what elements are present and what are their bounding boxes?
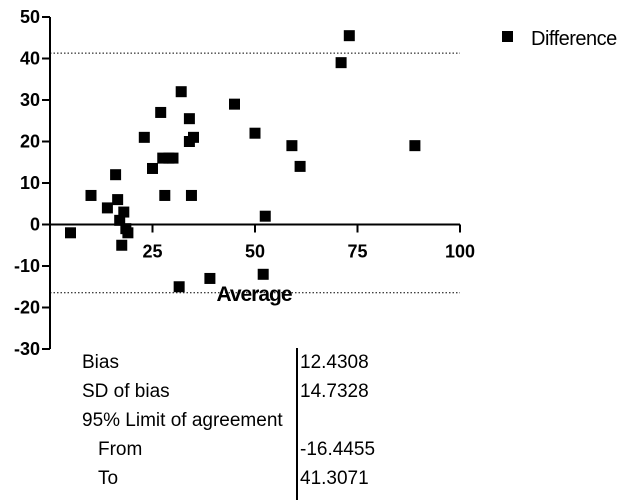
stats-label: Bias: [82, 352, 119, 373]
x-axis-label: Average: [216, 283, 291, 306]
x-tick-label: 100: [445, 242, 475, 262]
x-tick-label: 50: [245, 242, 265, 262]
data-point: [188, 131, 199, 143]
stats-label: From: [98, 439, 143, 460]
stats-row: To 41.3071: [82, 468, 422, 494]
data-point: [294, 160, 306, 172]
stats-label: 95% Limit of agreement: [82, 410, 283, 431]
data-point: [110, 169, 122, 181]
data-point: [112, 194, 124, 206]
data-point: [85, 189, 97, 201]
x-tick-label: 75: [347, 242, 367, 262]
stats-value: 12.4308: [300, 352, 369, 373]
scatter-points: [65, 30, 421, 293]
data-point: [409, 140, 421, 152]
data-point: [286, 140, 298, 152]
data-point: [116, 239, 128, 251]
y-tick-label: -20: [14, 298, 40, 318]
data-point: [335, 57, 347, 69]
stats-row: 95% Limit of agreement: [82, 410, 422, 436]
data-point: [101, 202, 113, 214]
y-tick-label: 10: [20, 173, 40, 193]
data-point: [114, 214, 126, 226]
data-point: [159, 189, 171, 201]
legend: Difference: [502, 28, 618, 50]
data-point: [155, 106, 167, 118]
data-point: [229, 98, 240, 110]
stats-row: From -16.4455: [82, 439, 422, 465]
stats-row: Bias 12.4308: [82, 352, 422, 378]
data-point: [185, 189, 197, 201]
stats-value: 14.7328: [300, 381, 369, 402]
stats-row: SD of bias 14.7328: [82, 381, 422, 407]
x-tick-label: 25: [142, 242, 162, 262]
stats-value: -16.4455: [300, 439, 376, 460]
y-tick-label: 30: [20, 90, 40, 110]
data-point: [167, 152, 179, 164]
data-point: [175, 86, 187, 98]
data-point: [343, 30, 355, 42]
y-tick-label: -10: [14, 256, 40, 276]
data-point: [257, 268, 269, 280]
data-point: [259, 210, 271, 222]
statistics-table: Bias 12.4308 SD of bias 14.7328 95% Limit of…: [82, 348, 422, 500]
data-point: [183, 113, 195, 125]
table-divider: [296, 348, 298, 500]
data-point: [147, 162, 158, 174]
data-point: [249, 127, 261, 139]
legend-marker-difference: [502, 31, 513, 42]
data-point: [122, 227, 134, 239]
stats-value: 41.3071: [300, 468, 369, 489]
stats-label: SD of bias: [82, 381, 170, 402]
y-tick-label: -30: [14, 339, 40, 359]
data-point: [65, 227, 76, 239]
data-point: [157, 152, 169, 164]
data-point: [118, 206, 130, 218]
y-tick-label: 40: [20, 49, 40, 69]
data-point: [173, 281, 185, 293]
legend-label-difference: Difference: [531, 28, 617, 50]
stats-label: To: [98, 468, 119, 489]
data-point: [138, 131, 150, 143]
data-point: [204, 272, 216, 284]
y-tick-label: 50: [20, 7, 40, 27]
y-tick-label: 0: [30, 215, 40, 235]
y-tick-label: 20: [20, 132, 40, 152]
